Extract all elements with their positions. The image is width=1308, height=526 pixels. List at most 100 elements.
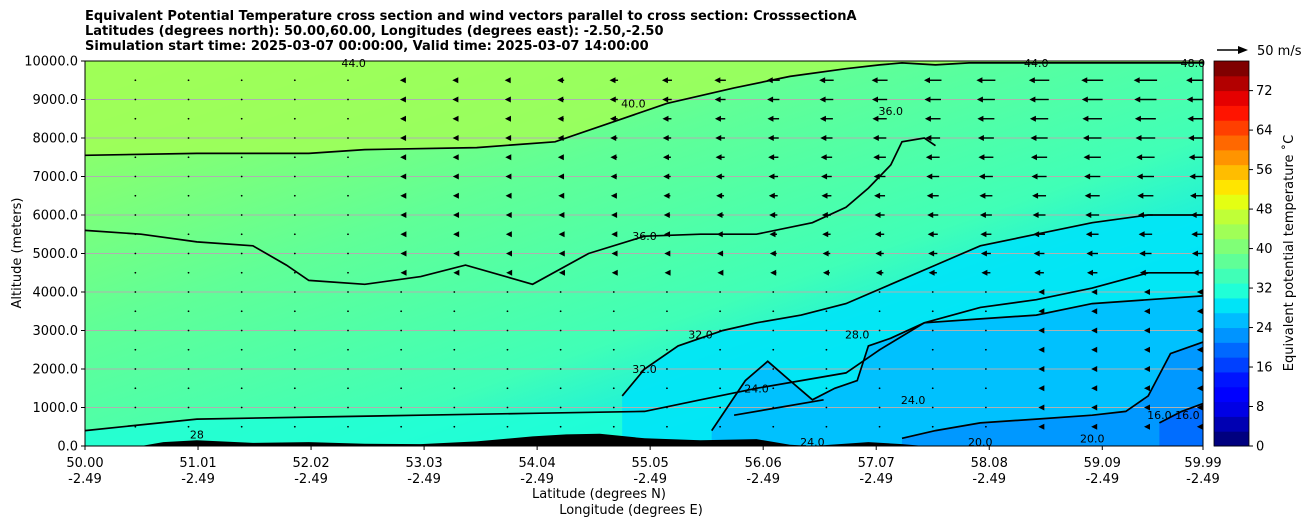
wind-vector — [559, 368, 562, 370]
wind-vector — [825, 291, 828, 293]
wind-head — [558, 212, 565, 218]
wind-vector — [767, 135, 779, 141]
x-tick-label-lon: -2.49 — [633, 472, 667, 487]
wind-head — [926, 192, 933, 199]
wind-head — [453, 269, 460, 276]
wind-head — [1029, 96, 1036, 103]
wind-vector — [293, 98, 296, 101]
wind-vector — [719, 425, 722, 428]
wind-vector — [717, 269, 724, 276]
wind-vector — [715, 154, 725, 161]
wind-vector — [1038, 289, 1045, 295]
wind-head — [452, 77, 459, 84]
wind-vector — [1189, 173, 1203, 180]
wind-head — [1082, 135, 1089, 141]
wind-vector — [978, 154, 994, 161]
wind-head — [977, 135, 984, 141]
wind-vector — [293, 117, 296, 120]
wind-vector — [347, 137, 349, 139]
wind-vector — [1144, 289, 1151, 295]
colorbar-swatch — [1214, 431, 1249, 447]
chart-title: Equivalent Potential Temperature cross s… — [85, 9, 857, 54]
wind-vector — [293, 425, 296, 428]
colorbar-tick-label: 72 — [1256, 84, 1273, 99]
wind-vector — [559, 425, 562, 428]
wind-vector — [872, 135, 887, 141]
wind-vector — [825, 310, 828, 313]
wind-head — [768, 154, 775, 161]
wind-head — [505, 192, 512, 199]
wind-vector — [240, 175, 243, 178]
wind-vector — [187, 368, 190, 370]
wind-head — [1187, 115, 1194, 122]
wind-vector — [609, 77, 619, 84]
wind-head — [1196, 327, 1203, 334]
wind-vector — [825, 387, 828, 390]
colorbar-swatch — [1214, 297, 1249, 314]
wind-head — [1084, 192, 1091, 199]
wind-vector — [1029, 96, 1049, 103]
wind-head — [1188, 154, 1195, 161]
wind-vector — [452, 115, 459, 122]
wind-vector — [187, 98, 190, 101]
wind-vector — [1144, 366, 1151, 372]
wind-head — [453, 231, 460, 238]
wind-vector — [506, 387, 509, 390]
wind-vector — [134, 329, 137, 332]
contour-label: 32.0 — [632, 363, 657, 376]
wind-vector — [187, 137, 190, 139]
wind-vector — [610, 135, 618, 141]
wind-vector — [400, 192, 407, 199]
wind-vector — [769, 212, 778, 218]
wind-head — [871, 77, 878, 84]
wind-head — [1188, 135, 1195, 141]
wind-vector — [984, 406, 987, 409]
wind-vector — [453, 368, 456, 370]
wind-vector — [187, 117, 190, 120]
wind-head — [1191, 250, 1198, 257]
wind-head — [875, 250, 882, 257]
wind-vector — [610, 154, 618, 161]
wind-vector — [187, 291, 190, 293]
wind-head — [1091, 289, 1098, 295]
wind-head — [977, 115, 984, 122]
wind-vector — [347, 406, 349, 409]
wind-vector — [924, 96, 942, 103]
wind-vector — [772, 329, 775, 332]
wind-head — [874, 231, 881, 238]
wind-head — [1136, 154, 1143, 161]
wind-head — [452, 154, 459, 161]
wind-vector — [1038, 308, 1045, 315]
wind-head — [928, 250, 935, 257]
wind-head — [506, 269, 513, 276]
wind-vector — [1135, 135, 1156, 141]
wind-vector — [187, 425, 190, 428]
fill-below-20 — [901, 342, 1203, 446]
wind-vector — [1091, 423, 1098, 430]
wind-vector — [400, 250, 407, 257]
wind-vector — [1030, 135, 1048, 141]
wind-vector — [715, 135, 725, 141]
contour-label: 16.0 — [1147, 409, 1172, 422]
wind-vector — [822, 231, 831, 238]
wind-vector — [662, 96, 672, 103]
colorbar-swatch — [1214, 357, 1249, 373]
wind-vector — [240, 117, 243, 120]
wind-vector — [240, 368, 243, 370]
wind-vector — [559, 310, 562, 313]
wind-vector — [825, 329, 828, 332]
colorbar-swatch — [1214, 386, 1249, 403]
wind-head — [1189, 192, 1196, 199]
wind-vector — [293, 194, 296, 197]
wind-vector — [400, 269, 407, 276]
wind-head — [1028, 77, 1035, 84]
fill-below-16 — [1159, 403, 1203, 446]
wind-vector — [878, 329, 881, 332]
wind-vector — [134, 214, 137, 216]
wind-vector — [768, 192, 778, 199]
wind-vector — [559, 348, 562, 351]
wind-vector — [825, 368, 828, 370]
wind-vector — [1139, 250, 1152, 257]
wind-key-arrowhead — [1238, 46, 1248, 54]
